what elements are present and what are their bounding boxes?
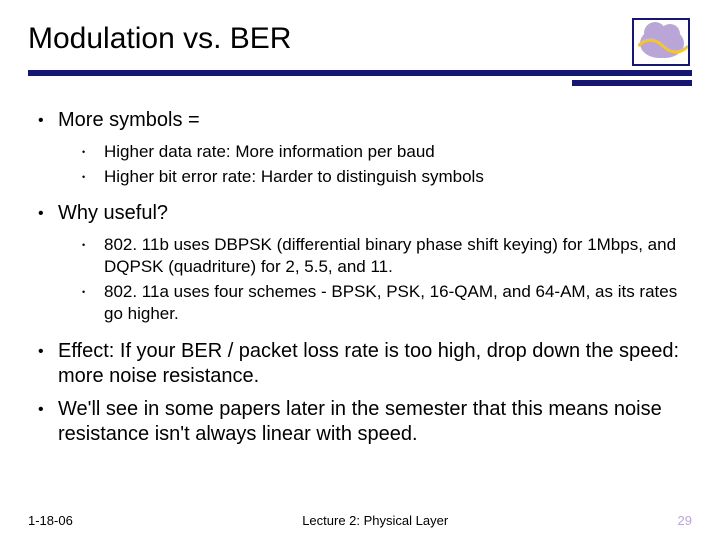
bullet-level1: • More symbols = bbox=[38, 108, 684, 133]
footer: 1-18-06 Lecture 2: Physical Layer 29 bbox=[28, 513, 692, 528]
bullet-dot-icon: • bbox=[82, 166, 104, 184]
cloud-wave-icon bbox=[632, 18, 690, 66]
bullet-text: Higher data rate: More information per b… bbox=[104, 141, 680, 163]
bullet-dot-icon: • bbox=[82, 234, 104, 252]
bullet-dot-icon: • bbox=[38, 339, 58, 362]
bullet-text: More symbols = bbox=[58, 108, 200, 133]
title-rule-stub bbox=[572, 80, 692, 86]
bullet-dot-icon: • bbox=[38, 201, 58, 224]
footer-date: 1-18-06 bbox=[28, 513, 73, 528]
bullet-dot-icon: • bbox=[38, 397, 58, 420]
bullet-text: Effect: If your BER / packet loss rate i… bbox=[58, 339, 684, 389]
bullet-text: 802. 11b uses DBPSK (differential binary… bbox=[104, 234, 680, 278]
title-row: Modulation vs. BER bbox=[28, 18, 692, 66]
bullet-dot-icon: • bbox=[38, 108, 58, 131]
bullet-text: Higher bit error rate: Harder to disting… bbox=[104, 166, 680, 188]
bullet-text: 802. 11a uses four schemes - BPSK, PSK, … bbox=[104, 281, 680, 325]
bullet-level2: • 802. 11a uses four schemes - BPSK, PSK… bbox=[82, 281, 684, 325]
bullet-level1: • Why useful? bbox=[38, 201, 684, 226]
footer-page-number: 29 bbox=[678, 513, 692, 528]
title-rule bbox=[28, 70, 692, 76]
bullet-text: We'll see in some papers later in the se… bbox=[58, 397, 684, 447]
bullet-level2: • Higher bit error rate: Harder to disti… bbox=[82, 166, 684, 188]
slide-title: Modulation vs. BER bbox=[28, 18, 291, 56]
bullet-level1: • We'll see in some papers later in the … bbox=[38, 397, 684, 447]
bullet-dot-icon: • bbox=[82, 281, 104, 299]
slide: Modulation vs. BER • More symbols = • Hi… bbox=[0, 0, 720, 540]
content-area: • More symbols = • Higher data rate: Mor… bbox=[28, 108, 692, 447]
bullet-dot-icon: • bbox=[82, 141, 104, 159]
bullet-level1: • Effect: If your BER / packet loss rate… bbox=[38, 339, 684, 389]
footer-center: Lecture 2: Physical Layer bbox=[302, 513, 448, 528]
bullet-text: Why useful? bbox=[58, 201, 168, 226]
bullet-level2: • 802. 11b uses DBPSK (differential bina… bbox=[82, 234, 684, 278]
bullet-level2: • Higher data rate: More information per… bbox=[82, 141, 684, 163]
